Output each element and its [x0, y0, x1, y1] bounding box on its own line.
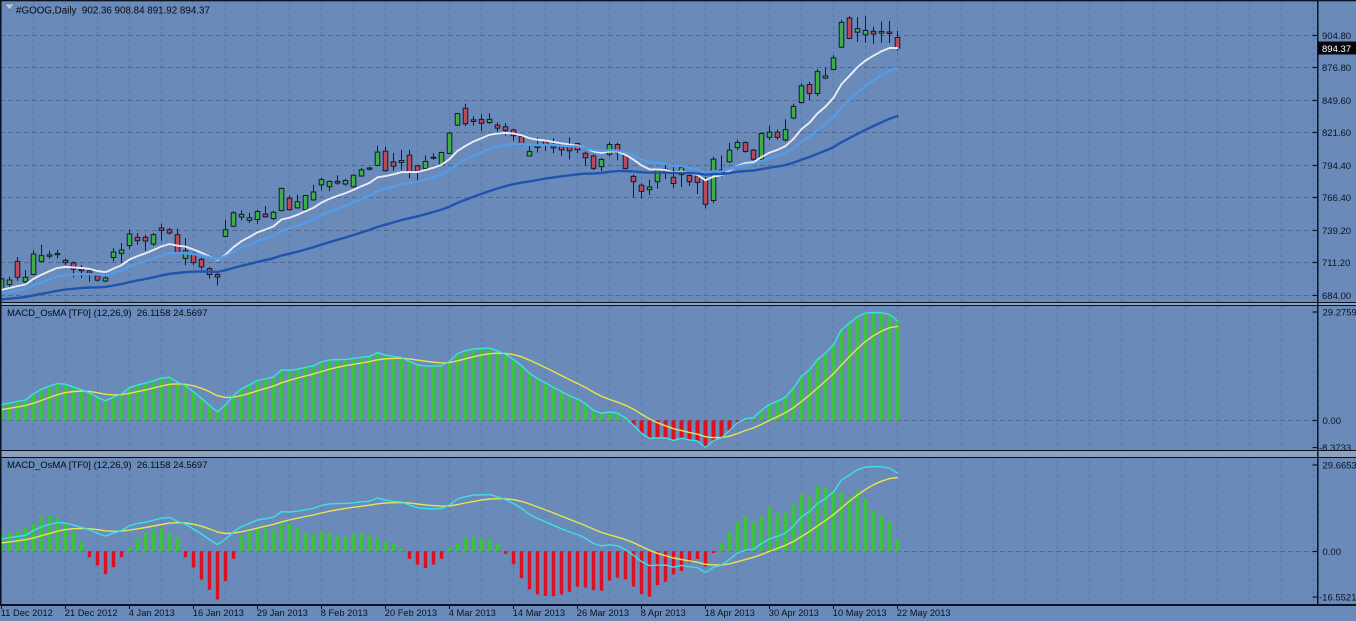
- svg-text:21 Dec 2012: 21 Dec 2012: [65, 608, 118, 618]
- svg-text:14 Mar 2013: 14 Mar 2013: [513, 608, 565, 618]
- svg-text:-8.3733: -8.3733: [1319, 443, 1351, 454]
- svg-text:29.6653: 29.6653: [1323, 461, 1356, 472]
- svg-text:10 May 2013: 10 May 2013: [833, 608, 887, 618]
- svg-text:894.37: 894.37: [1322, 44, 1351, 55]
- svg-text:4 Jan 2013: 4 Jan 2013: [129, 608, 175, 618]
- svg-text:MACD_OsMA [TF0] (12,26,9) 26.: MACD_OsMA [TF0] (12,26,9) 26.1158 24.569…: [7, 460, 207, 471]
- svg-text:876.80: 876.80: [1322, 63, 1351, 74]
- svg-text:MACD_OsMA [TF0] (12,26,9) 26.: MACD_OsMA [TF0] (12,26,9) 26.1158 24.569…: [7, 308, 207, 319]
- svg-text:8 Apr 2013: 8 Apr 2013: [641, 608, 686, 618]
- svg-text:29.2759: 29.2759: [1323, 308, 1356, 319]
- svg-text:29 Jan 2013: 29 Jan 2013: [257, 608, 308, 618]
- svg-text:26 Mar 2013: 26 Mar 2013: [577, 608, 629, 618]
- svg-text:16 Jan 2013: 16 Jan 2013: [193, 608, 244, 618]
- svg-text:0.00: 0.00: [1323, 547, 1342, 558]
- svg-text:20 Feb 2013: 20 Feb 2013: [385, 608, 437, 618]
- svg-text:4 Mar 2013: 4 Mar 2013: [449, 608, 496, 618]
- svg-text:22 May 2013: 22 May 2013: [897, 608, 951, 618]
- svg-text:#GOOG,Daily 902.36 908.84 891: #GOOG,Daily 902.36 908.84 891.92 894.37: [16, 6, 210, 17]
- svg-text:766.40: 766.40: [1322, 193, 1351, 204]
- svg-text:739.20: 739.20: [1322, 226, 1351, 237]
- svg-text:684.00: 684.00: [1322, 291, 1351, 302]
- svg-text:711.20: 711.20: [1322, 258, 1350, 269]
- svg-text:794.40: 794.40: [1322, 161, 1351, 172]
- svg-text:-16.5521: -16.5521: [1319, 593, 1356, 604]
- svg-text:821.60: 821.60: [1322, 128, 1351, 139]
- svg-text:11 Dec 2012: 11 Dec 2012: [1, 608, 53, 618]
- svg-text:0.00: 0.00: [1323, 416, 1342, 427]
- svg-text:18 Apr 2013: 18 Apr 2013: [705, 608, 755, 618]
- svg-text:904.80: 904.80: [1322, 31, 1351, 42]
- svg-text:849.60: 849.60: [1322, 96, 1351, 107]
- svg-text:30 Apr 2013: 30 Apr 2013: [769, 608, 819, 618]
- svg-text:8 Feb 2013: 8 Feb 2013: [321, 608, 368, 618]
